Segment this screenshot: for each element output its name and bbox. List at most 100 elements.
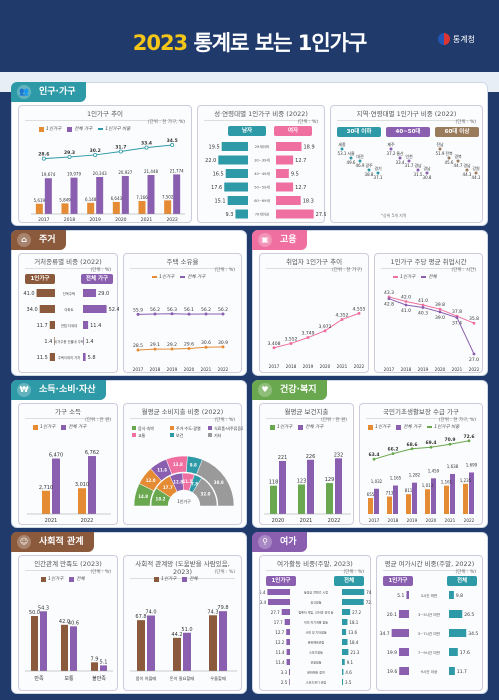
group-60s: 60대 이상 [435, 127, 479, 137]
chart-unit: (단위 : 천 원) [321, 418, 347, 423]
data-label: 11.5 [37, 355, 48, 361]
tick-label: 2017 [38, 217, 50, 223]
legend-label: 1인가구 [400, 275, 416, 280]
region-point [447, 156, 451, 160]
chart-unit: (단위 : 천 가구, %) [438, 418, 476, 423]
bar-all-households [307, 459, 314, 514]
data-label: 1,013 [422, 483, 434, 488]
share-point [118, 149, 123, 154]
tick-label: 취미·자기개발 활동 [304, 620, 328, 625]
bar-one-person [87, 202, 95, 214]
data-label: 31.7 [115, 144, 126, 150]
legend-label: 전체 [428, 275, 437, 280]
data-label: 54.3 [38, 605, 49, 611]
bar-all [342, 639, 348, 645]
bicycle-icon: ⚲ [258, 535, 272, 549]
chart-title: 주택 소유율 [130, 256, 235, 269]
data-label: 44.2 [171, 632, 182, 638]
legend-swatch [208, 433, 212, 437]
chart-title: 1인가구 주당 평균 취업시간 [381, 256, 476, 269]
data-label: 3,552 [285, 336, 298, 342]
data-label: 19.9 [387, 650, 397, 656]
data-label: 38.0 [214, 480, 224, 485]
chart-unit: (단위 : 만 원) [85, 418, 111, 423]
legend-swatch [170, 426, 174, 430]
legend-label: 1인가구 [46, 127, 62, 132]
slice-all-households [196, 459, 235, 507]
share-line [373, 440, 470, 460]
tick-label: 2019 [89, 217, 101, 223]
bar-one-person [173, 637, 181, 671]
chart-title: 평균 여가시간 비중(주말, 2022) [383, 558, 476, 571]
data-label: 17.7 [163, 485, 173, 490]
region-point [416, 168, 420, 172]
coin-icon: ₩ [17, 383, 31, 397]
data-label: 221 [278, 455, 288, 461]
tick-label: 2021 [445, 518, 456, 523]
tick-label: 문화예술 참여 [307, 670, 325, 675]
tick-label: 5~7시간 미만 [418, 631, 441, 636]
legend-label: 1인가구 [375, 425, 391, 430]
tick-label: 2018 [388, 518, 399, 523]
tick-label: 만족 [34, 675, 44, 682]
bar-one-person [463, 483, 468, 514]
data-label: 4,352 [336, 312, 349, 318]
legend-label: 주거·수도·광열 [176, 425, 201, 431]
bar-one-person [286, 649, 290, 655]
point [421, 303, 425, 307]
data-label: 6,148 [85, 197, 97, 202]
bar-one-person [267, 599, 290, 605]
group-30s: 30대 이하 [337, 127, 381, 137]
point [448, 442, 452, 446]
people-icon: 👥 [17, 85, 31, 99]
data-label: 3,972 [319, 324, 332, 330]
tick-label: 50~59세 [254, 185, 269, 190]
chart-consumption: 월평균 소비지출 비중 (2022) (단위 : %) 14.8 12.0 11.6… [123, 403, 243, 525]
bar-all-households [83, 337, 84, 345]
section-housing: ⌂ 주거 거처종류별 비중 (2022) (단위 : %) 1인가구 전체 가구 … [11, 230, 247, 376]
region-point [398, 156, 402, 160]
legend-label: 1인가구 비중 [434, 425, 460, 430]
data-label: 1,282 [409, 473, 421, 478]
bar-all-households [52, 458, 60, 514]
data-label: 18.2 [156, 497, 166, 502]
point [472, 352, 476, 356]
chart-unit: (단위 : %) [297, 120, 318, 125]
tick-label: 컴퓨터 게임, 인터넷 검색 등 [298, 610, 333, 615]
region-name: 강원 [472, 165, 480, 171]
data-label: 1.4 [86, 339, 94, 345]
chart-svg: 75.4 74.2 동영상 콘텐츠 시청 73.4 72.4 휴식활동 27.7 27.2 컴퓨… [260, 589, 372, 685]
data-label: 11.4 [276, 650, 285, 655]
bar-all [342, 629, 347, 635]
point [153, 312, 157, 316]
data-label: 1,459 [428, 468, 440, 473]
region-point [376, 171, 380, 175]
chart-unit: (단위 : %) [343, 570, 364, 575]
point [421, 306, 425, 309]
bar-one-person [36, 289, 55, 297]
data-label: 16.5 [213, 172, 224, 178]
one-person-header: 1인가구 [383, 576, 413, 586]
female-header: 여자 [274, 126, 312, 136]
bar-male [227, 196, 248, 205]
chart-svg: 28.5 29.1 29.2 29.6 30.6 30.9 55.9 56.2 56.3 56.1… [133, 307, 229, 372]
data-label: 11.5 [182, 479, 192, 484]
bar-all [147, 615, 155, 671]
data-label: 655 [367, 492, 375, 497]
bar-all [40, 611, 47, 671]
inner-label: 1인가구 [177, 498, 191, 504]
data-label: 39.0 [435, 315, 445, 321]
tick-label: 주택이외의 거처 [58, 355, 80, 360]
data-label: 232 [334, 452, 344, 458]
data-label: 14.8 [138, 494, 148, 499]
region-point [349, 156, 353, 160]
share-point [67, 155, 72, 160]
tick-label: 3시간 미만 [421, 593, 438, 598]
region-point [358, 159, 362, 163]
bar-one-person [399, 648, 409, 656]
tick-label: 30~39세 [254, 158, 269, 163]
point [472, 321, 476, 325]
data-label: 56.2 [150, 307, 160, 313]
bar-female [276, 142, 302, 151]
chart-svg: 43.3 42.0 41.0 39.8 37.8 35.8 42.8 41.0 40.3 39.0… [384, 290, 480, 372]
